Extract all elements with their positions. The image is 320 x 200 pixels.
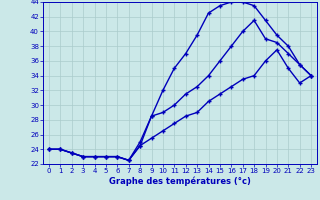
X-axis label: Graphe des températures (°c): Graphe des températures (°c)	[109, 177, 251, 186]
